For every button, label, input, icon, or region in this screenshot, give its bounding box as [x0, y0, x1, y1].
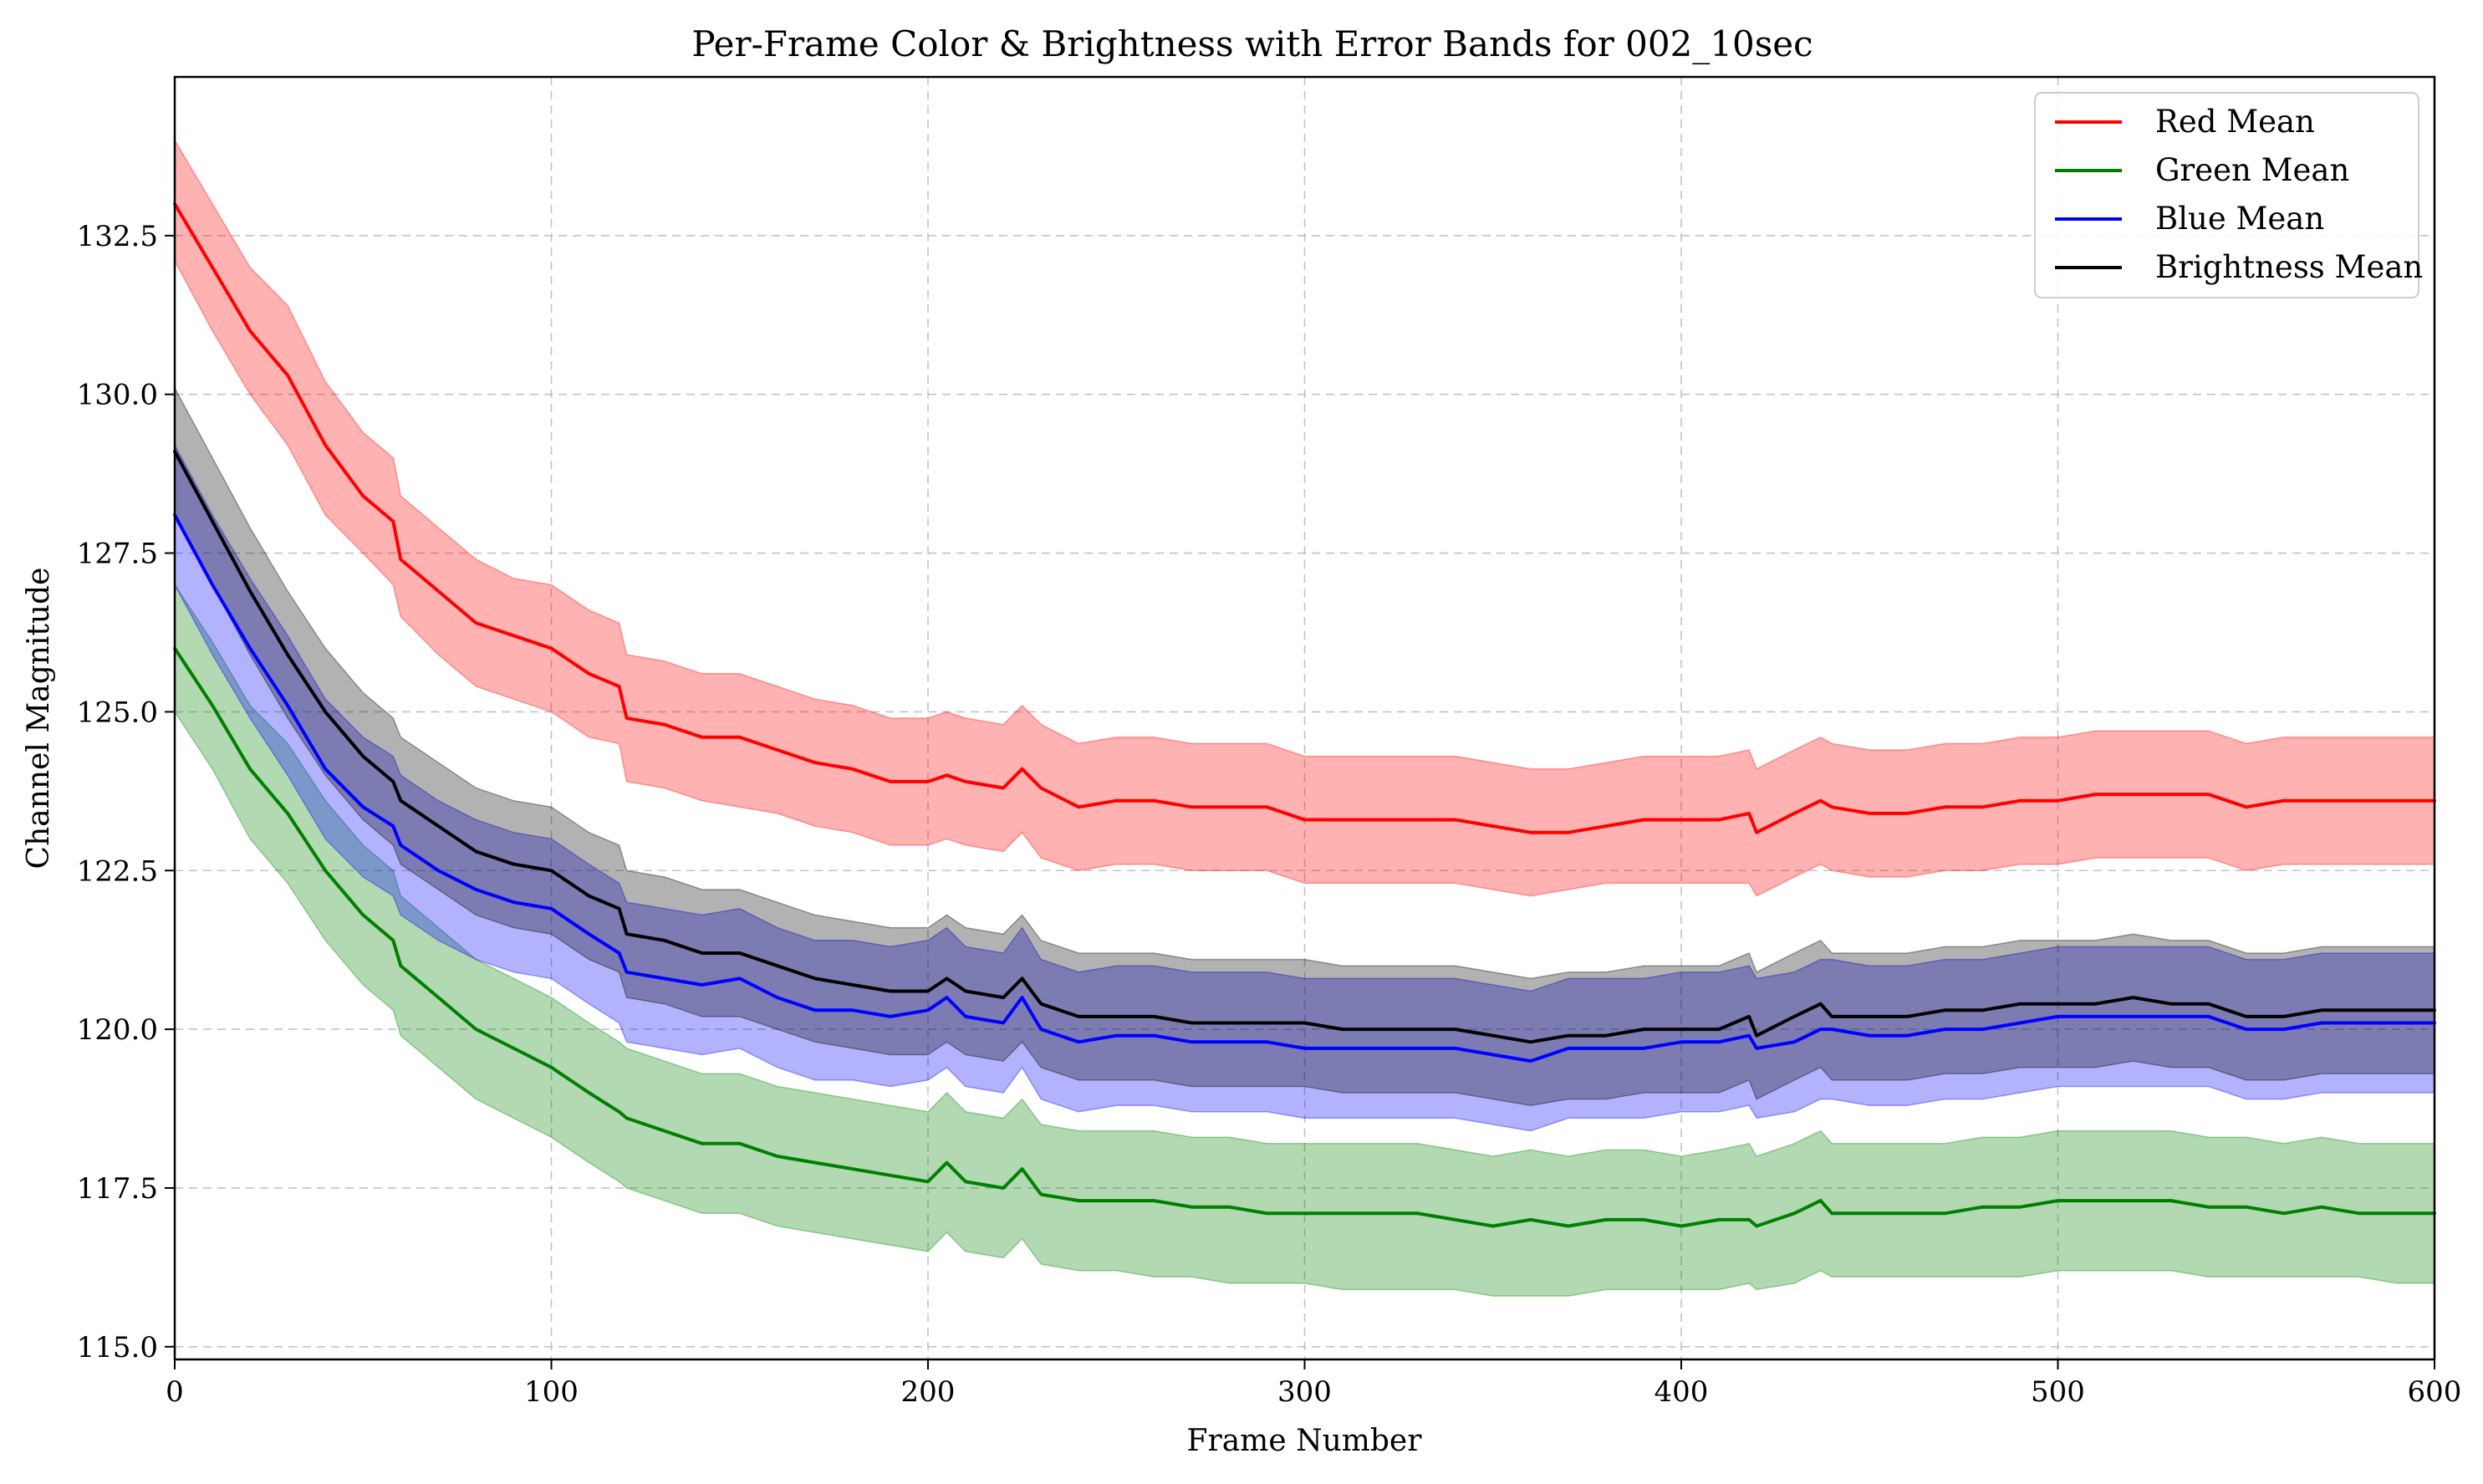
red-mean-line: [173, 201, 2436, 834]
series-lines-layer: [173, 201, 2436, 1228]
legend-label-green-mean: Green Mean: [2155, 152, 2349, 188]
legend-label-blue-mean: Blue Mean: [2155, 201, 2324, 237]
y-axis-ticks: 115.0 117.5 120.0 122.5 125.0 127.5 130.0 132.5: [77, 220, 175, 1364]
y-tick-label: 115.0: [77, 1331, 158, 1364]
y-tick-label: 127.5: [77, 538, 158, 571]
y-tick-label: 130.0: [77, 379, 158, 412]
x-tick-label: 100: [524, 1375, 579, 1409]
chart-title: Per-Frame Color & Brightness with Error …: [691, 23, 1813, 64]
x-tick-label: 400: [1654, 1375, 1709, 1409]
x-axis-label: Frame Number: [1187, 1424, 1423, 1458]
x-axis-ticks: 0 100 200 300 400 500 600: [166, 1359, 2461, 1409]
x-tick-label: 0: [166, 1375, 184, 1409]
legend-label-red-mean: Red Mean: [2155, 104, 2315, 140]
y-tick-label: 125.0: [77, 696, 158, 729]
x-tick-label: 200: [901, 1375, 956, 1409]
x-tick-label: 300: [1277, 1375, 1332, 1409]
legend-label-brightness-mean: Brightness Mean: [2155, 249, 2423, 285]
y-axis-label: Channel Magnitude: [22, 568, 56, 869]
legend-box: [2034, 92, 2419, 298]
y-tick-label: 122.5: [77, 854, 158, 888]
x-tick-label: 500: [2031, 1375, 2085, 1409]
legend: Red Mean Green Mean Blue Mean Brightness Me…: [2034, 92, 2423, 298]
blue-mean-line: [173, 513, 2436, 1063]
y-tick-label: 132.5: [77, 220, 158, 253]
green-mean-line: [173, 646, 2436, 1228]
brightness-mean-line: [173, 450, 2436, 1044]
grid-layer: [174, 77, 2435, 1359]
y-tick-label: 117.5: [77, 1172, 158, 1206]
x-tick-label: 600: [2408, 1375, 2462, 1409]
y-tick-label: 120.0: [77, 1013, 158, 1047]
